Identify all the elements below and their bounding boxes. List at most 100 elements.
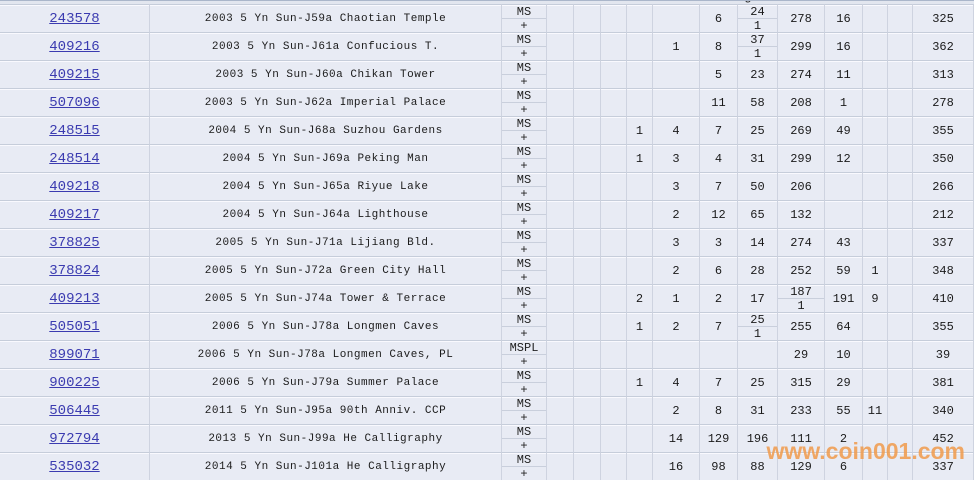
table-row: 505051 2006 5 Yn Sun-J78a Longmen Caves MS… — [0, 312, 974, 340]
grade-bottom-value: + — [520, 186, 528, 200]
cert-id-link[interactable]: 243578 — [49, 10, 100, 27]
count-cell: 11 — [825, 60, 863, 88]
count-cell: 2 — [653, 200, 700, 228]
cert-id-cell: 248515 — [0, 116, 150, 144]
count-cell — [888, 60, 913, 88]
count-cell: 274 — [778, 60, 825, 88]
count-bottom-value: 1 — [797, 298, 805, 312]
count-cell: 12 — [825, 144, 863, 172]
count-cell: 37 1 — [738, 32, 778, 60]
count-cell: 4 — [653, 368, 700, 396]
grade-cell: MS + — [502, 60, 547, 88]
cert-id-link[interactable]: 409218 — [49, 178, 100, 195]
description-cell: 2003 5 Yn Sun-J60a Chikan Tower — [150, 60, 502, 88]
total-cell: 410 — [913, 284, 974, 312]
cert-id-link[interactable]: 409213 — [49, 290, 100, 307]
count-cell — [547, 424, 574, 452]
table-row: 409216 2003 5 Yn Sun-J61a Confucious T. MS… — [0, 32, 974, 60]
cert-id-link[interactable]: 900225 — [49, 374, 100, 391]
count-cell: 14 — [738, 228, 778, 256]
grade-bottom-value: + — [520, 102, 528, 116]
grade-top-value: MS — [502, 145, 546, 159]
count-cell: 6 — [700, 4, 738, 32]
total-cell: 350 — [913, 144, 974, 172]
count-cell — [888, 312, 913, 340]
count-cell — [547, 60, 574, 88]
count-cell: 2 — [825, 424, 863, 452]
count-cell — [888, 144, 913, 172]
grading-population-table: 243578 2003 5 Yn Sun-J59a Chaotian Temple… — [0, 4, 974, 480]
count-cell — [601, 424, 627, 452]
total-cell: 39 — [913, 340, 974, 368]
table-row: 409215 2003 5 Yn Sun-J60a Chikan Tower MS +… — [0, 60, 974, 88]
cert-id-link[interactable]: 535032 — [49, 458, 100, 475]
cert-id-link[interactable]: 409216 — [49, 38, 100, 55]
count-cell: 3 — [700, 228, 738, 256]
cert-id-cell: 409213 — [0, 284, 150, 312]
total-cell: 362 — [913, 32, 974, 60]
count-cell — [888, 116, 913, 144]
count-cell — [547, 172, 574, 200]
count-cell — [574, 284, 601, 312]
total-cell: 452 — [913, 424, 974, 452]
count-cell: 129 — [778, 452, 825, 480]
grade-cell: MS + — [502, 396, 547, 424]
cert-id-cell: 900225 — [0, 368, 150, 396]
grade-top-value: MS — [502, 369, 546, 383]
count-cell: 208 — [778, 88, 825, 116]
total-cell: 337 — [913, 228, 974, 256]
count-cell: 11 — [700, 88, 738, 116]
cert-id-link[interactable]: 378824 — [49, 262, 100, 279]
description-cell: 2004 5 Yn Sun-J65a Riyue Lake — [150, 172, 502, 200]
count-cell — [863, 424, 888, 452]
count-cell — [547, 312, 574, 340]
total-cell: 266 — [913, 172, 974, 200]
cert-id-cell: 505051 — [0, 312, 150, 340]
cert-id-cell: 506445 — [0, 396, 150, 424]
cert-id-link[interactable]: 899071 — [49, 346, 100, 363]
table-row: 378824 2005 5 Yn Sun-J72a Green City Hall… — [0, 256, 974, 284]
cert-id-link[interactable]: 506445 — [49, 402, 100, 419]
cert-id-link[interactable]: 248514 — [49, 150, 100, 167]
cert-id-cell: 409215 — [0, 60, 150, 88]
grade-bottom-value: + — [520, 326, 528, 340]
grade-cell: MS + — [502, 228, 547, 256]
cert-id-link[interactable]: 972794 — [49, 430, 100, 447]
cert-id-link[interactable]: 505051 — [49, 318, 100, 335]
count-cell — [601, 312, 627, 340]
count-cell — [627, 340, 653, 368]
count-cell — [601, 116, 627, 144]
count-cell: 299 — [778, 144, 825, 172]
cert-id-link[interactable]: 409217 — [49, 206, 100, 223]
count-cell — [863, 144, 888, 172]
cert-id-cell: 899071 — [0, 340, 150, 368]
table-row: 409213 2005 5 Yn Sun-J74a Tower & Terrace… — [0, 284, 974, 312]
count-cell — [601, 284, 627, 312]
grade-bottom-value: + — [520, 74, 528, 88]
description-cell: 2014 5 Yn Sun-J101a He Calligraphy — [150, 452, 502, 480]
cert-id-link[interactable]: 409215 — [49, 66, 100, 83]
count-cell: 1 — [825, 88, 863, 116]
count-cell: 29 — [778, 340, 825, 368]
count-cell: 299 — [778, 32, 825, 60]
count-cell — [863, 32, 888, 60]
count-cell — [863, 60, 888, 88]
count-cell: 206 — [778, 172, 825, 200]
cert-id-link[interactable]: 378825 — [49, 234, 100, 251]
description-cell: 2011 5 Yn Sun-J95a 90th Anniv. CCP — [150, 396, 502, 424]
total-cell: 313 — [913, 60, 974, 88]
count-cell: 50 — [738, 172, 778, 200]
count-cell — [574, 312, 601, 340]
cert-id-link[interactable]: 507096 — [49, 94, 100, 111]
grade-top-value: MS — [502, 61, 546, 75]
count-cell — [574, 144, 601, 172]
count-cell — [601, 368, 627, 396]
count-cell — [627, 228, 653, 256]
cert-id-link[interactable]: 248515 — [49, 122, 100, 139]
grade-cell: MS + — [502, 256, 547, 284]
grade-bottom-value: + — [520, 214, 528, 228]
count-cell: 1 — [627, 144, 653, 172]
count-cell — [863, 172, 888, 200]
count-cell — [601, 256, 627, 284]
table-row: 899071 2006 5 Yn Sun-J78a Longmen Caves, … — [0, 340, 974, 368]
